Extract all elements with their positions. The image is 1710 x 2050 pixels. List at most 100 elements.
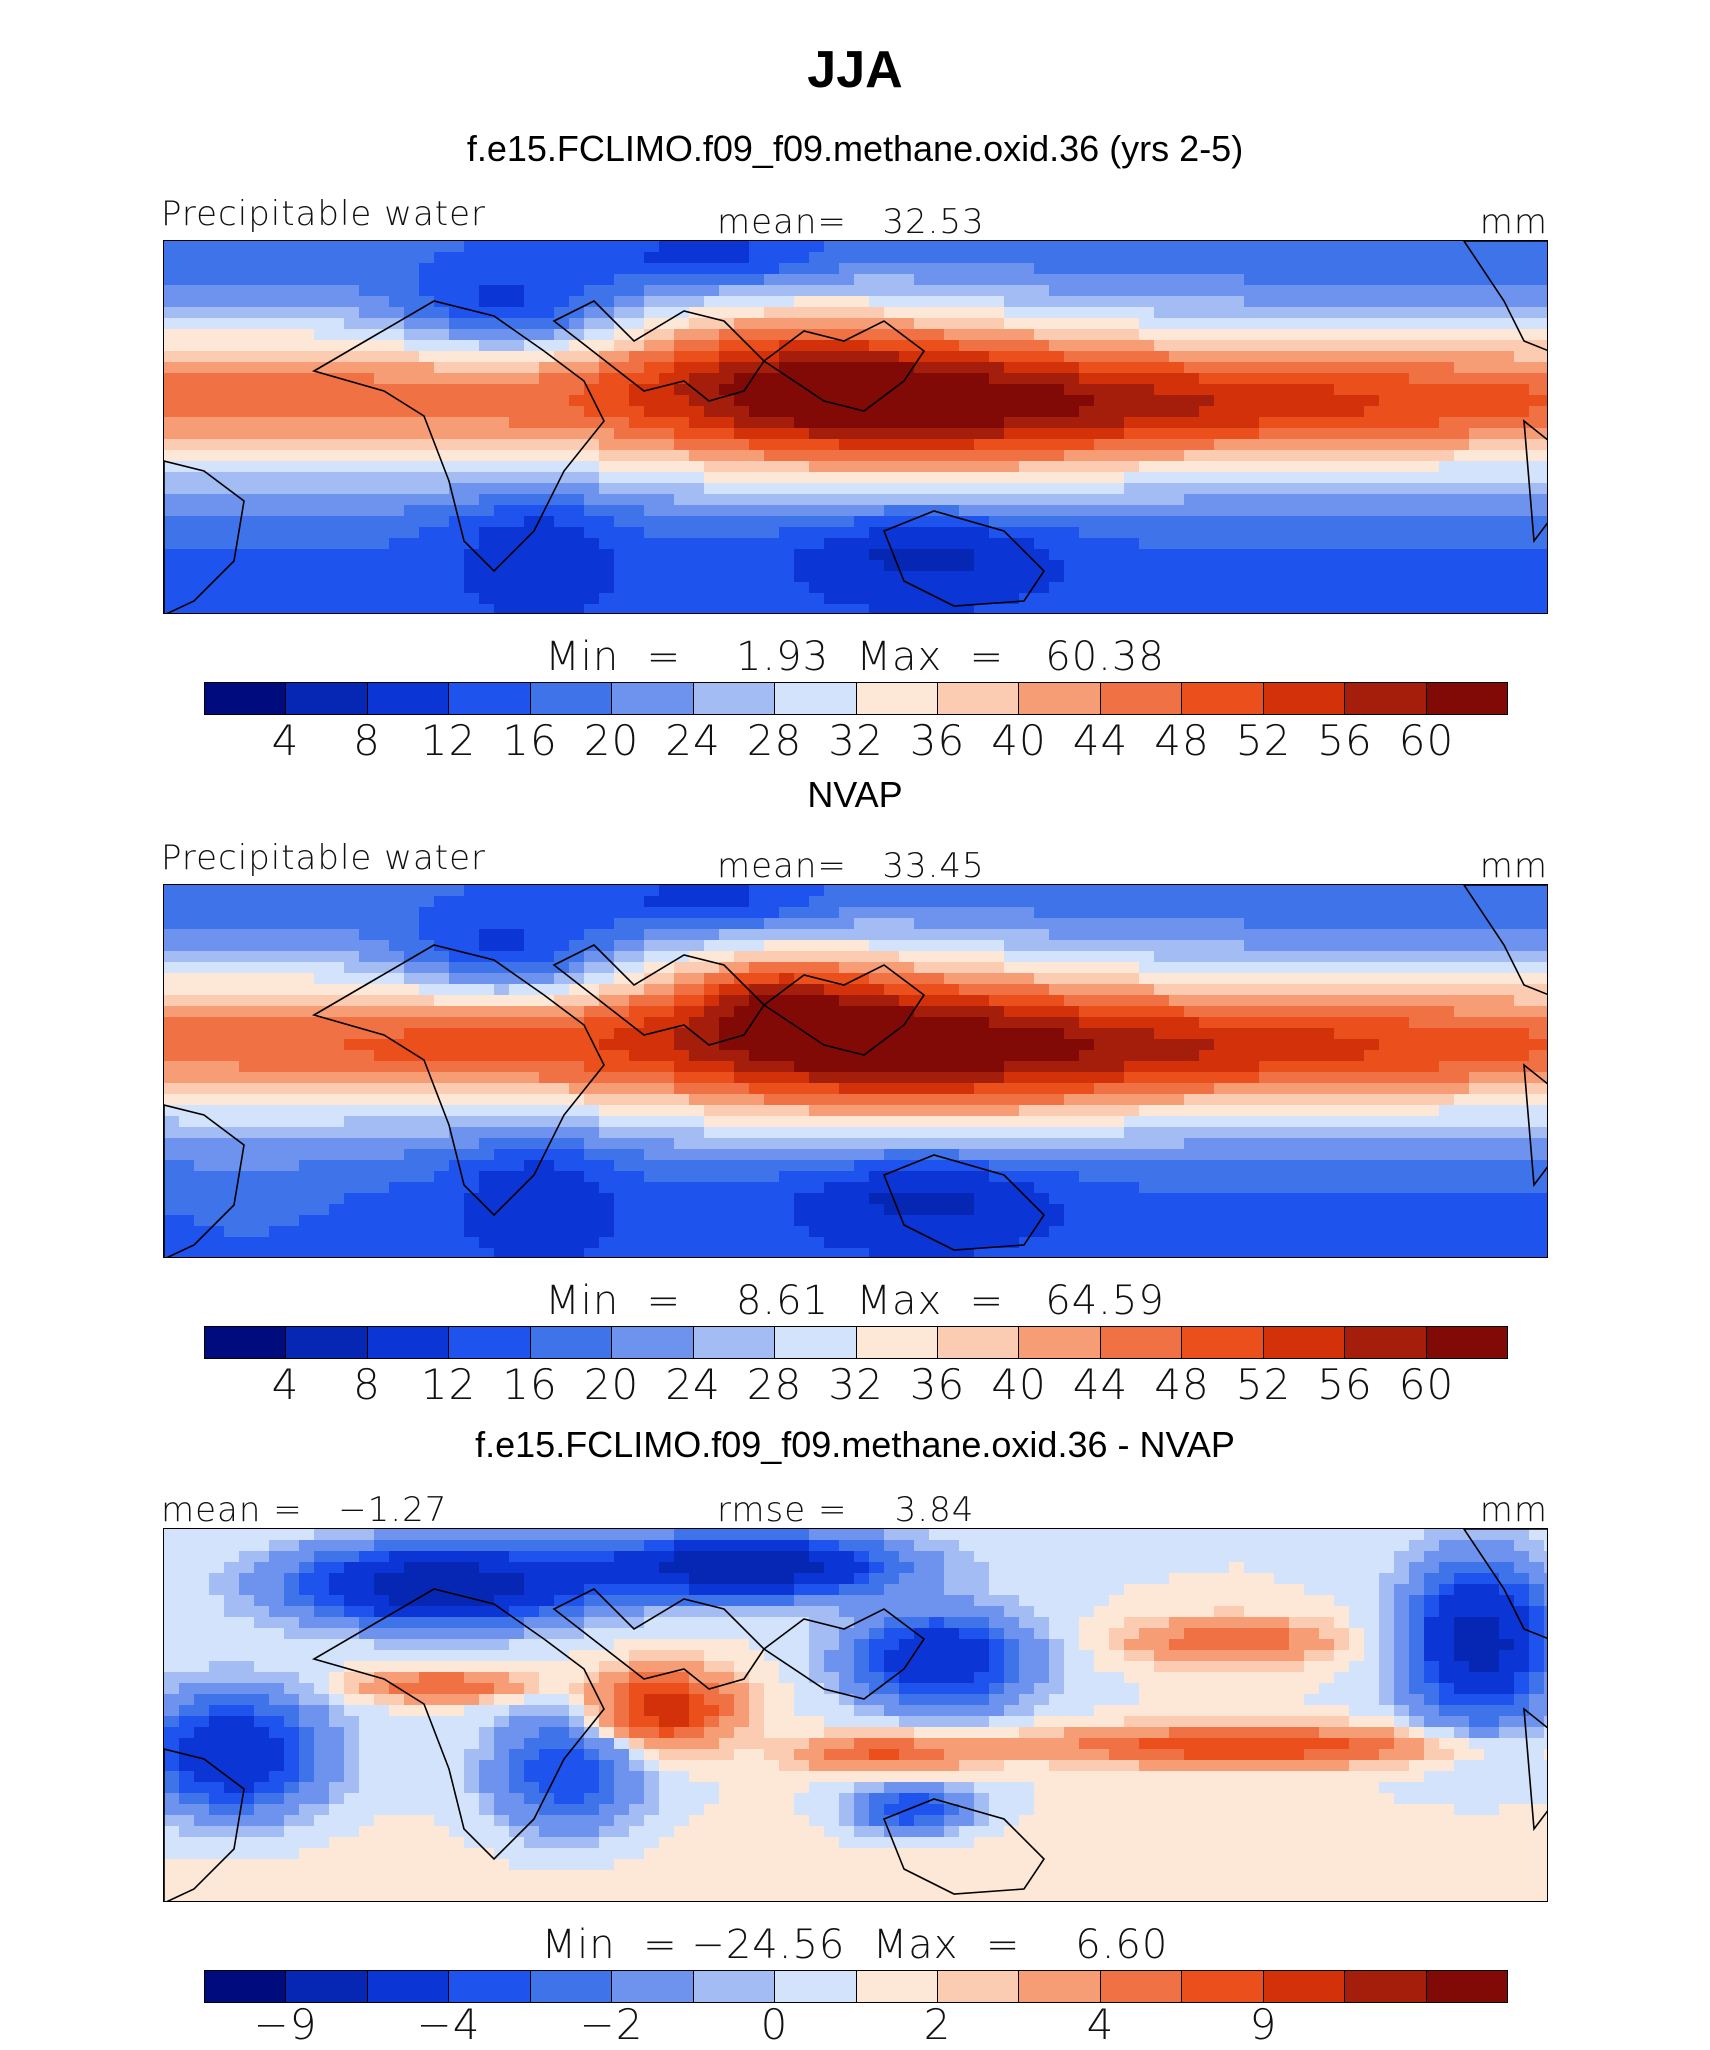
colorbar-box bbox=[449, 683, 531, 714]
colorbar-box bbox=[775, 1971, 857, 2002]
panel-3-map bbox=[163, 1528, 1548, 1902]
figure-title: JJA bbox=[807, 41, 903, 99]
colorbar-box bbox=[1100, 1327, 1183, 1358]
panel-1-contour-field bbox=[164, 241, 1547, 613]
colorbar-box bbox=[693, 683, 776, 714]
colorbar-box bbox=[693, 1327, 776, 1358]
colorbar-box bbox=[530, 1327, 613, 1358]
colorbar-box bbox=[449, 1327, 531, 1358]
panel-1-variable-label: Precipitable water bbox=[161, 194, 487, 234]
panel-2-variable-label: Precipitable water bbox=[161, 838, 487, 878]
panel-3-units-label: mm bbox=[1479, 1490, 1548, 1530]
panel-1-title: f.e15.FCLIMO.f09_f09.methane.oxid.36 (yr… bbox=[466, 128, 1244, 169]
colorbar-tick-label: 32 bbox=[828, 716, 884, 765]
colorbar-box bbox=[937, 1327, 1020, 1358]
colorbar-box bbox=[1100, 683, 1183, 714]
panel-2-mean-label: mean= 33.45 bbox=[717, 846, 985, 886]
colorbar-tick-label: 36 bbox=[909, 716, 966, 765]
colorbar-tick-label: 0 bbox=[760, 2000, 789, 2049]
colorbar-box bbox=[937, 683, 1020, 714]
colorbar-box bbox=[286, 1971, 368, 2002]
panel-2-contour-field bbox=[164, 885, 1547, 1257]
colorbar-tick-label: 16 bbox=[502, 716, 558, 765]
colorbar-box bbox=[1019, 683, 1101, 714]
colorbar-tick-label: 52 bbox=[1235, 716, 1292, 765]
panel-2-title: NVAP bbox=[807, 774, 903, 815]
colorbar-tick-label: 28 bbox=[746, 1360, 803, 1409]
panel-1-colorbar-labels: 4 8 12 16 20 24 28 32 36 40 44 48 52 56 60 bbox=[0, 716, 1710, 766]
colorbar-tick-label: 28 bbox=[746, 716, 803, 765]
colorbar-tick-label: 40 bbox=[991, 716, 1047, 765]
colorbar-box bbox=[1019, 1327, 1101, 1358]
colorbar-tick-label: 60 bbox=[1398, 1360, 1455, 1409]
colorbar-box bbox=[205, 1327, 287, 1358]
colorbar-box bbox=[1345, 1971, 1427, 2002]
colorbar-tick-label: 12 bbox=[420, 1360, 477, 1409]
colorbar-box bbox=[1426, 1971, 1507, 2002]
colorbar-tick-label: 48 bbox=[1154, 716, 1210, 765]
colorbar-box bbox=[367, 1971, 450, 2002]
colorbar-box bbox=[286, 683, 368, 714]
colorbar-tick-label: 4 bbox=[271, 716, 300, 765]
colorbar-tick-label: 9 bbox=[1249, 2000, 1278, 2049]
colorbar-box bbox=[205, 1971, 287, 2002]
colorbar-box bbox=[205, 683, 287, 714]
colorbar-box bbox=[856, 1327, 938, 1358]
panel-3-mean-label: mean = −1.27 bbox=[161, 1490, 448, 1530]
colorbar-box bbox=[1182, 1971, 1264, 2002]
colorbar-tick-label: 40 bbox=[991, 1360, 1047, 1409]
colorbar-tick-label: 8 bbox=[353, 716, 381, 765]
colorbar-box bbox=[367, 683, 450, 714]
panel-1-minmax: Min = 1.93 Max = 60.38 bbox=[545, 634, 1165, 680]
colorbar-tick-label: 20 bbox=[583, 716, 640, 765]
colorbar-box bbox=[1182, 1327, 1264, 1358]
colorbar-box bbox=[367, 1327, 450, 1358]
colorbar-box bbox=[1263, 1971, 1346, 2002]
colorbar-box bbox=[1345, 683, 1427, 714]
colorbar-tick-label: 52 bbox=[1235, 1360, 1292, 1409]
colorbar-tick-label: 24 bbox=[665, 716, 721, 765]
colorbar-box bbox=[693, 1971, 776, 2002]
colorbar-tick-label: 20 bbox=[583, 1360, 640, 1409]
colorbar-tick-label: 12 bbox=[420, 716, 477, 765]
panel-2-units-label: mm bbox=[1479, 846, 1548, 886]
colorbar-tick-label: 44 bbox=[1072, 716, 1129, 765]
colorbar-tick-label: 36 bbox=[909, 1360, 966, 1409]
colorbar-tick-label: 60 bbox=[1398, 716, 1455, 765]
colorbar-box bbox=[937, 1971, 1020, 2002]
colorbar-tick-label: −9 bbox=[253, 2000, 318, 2049]
colorbar-box bbox=[530, 1971, 613, 2002]
panel-3-title: f.e15.FCLIMO.f09_f09.methane.oxid.36 - N… bbox=[475, 1424, 1235, 1465]
colorbar-tick-label: 44 bbox=[1072, 1360, 1129, 1409]
colorbar-tick-label: 56 bbox=[1317, 716, 1373, 765]
colorbar-tick-label: −4 bbox=[416, 2000, 481, 2049]
colorbar-box bbox=[1426, 683, 1507, 714]
colorbar-tick-label: 32 bbox=[828, 1360, 884, 1409]
panel-2-colorbar-labels: 4 8 12 16 20 24 28 32 36 40 44 48 52 56 60 bbox=[0, 1360, 1710, 1410]
colorbar-box bbox=[775, 1327, 857, 1358]
panel-3-colorbar-labels: −9 −4 −2 0 2 4 9 bbox=[0, 2000, 1710, 2050]
colorbar-box bbox=[775, 683, 857, 714]
colorbar-box bbox=[530, 683, 613, 714]
colorbar-tick-label: 4 bbox=[1086, 2000, 1115, 2049]
colorbar-box bbox=[856, 1971, 938, 2002]
colorbar-tick-label: 8 bbox=[353, 1360, 381, 1409]
colorbar-box bbox=[1263, 683, 1346, 714]
colorbar-box bbox=[612, 1971, 694, 2002]
colorbar-box bbox=[1426, 1327, 1507, 1358]
panel-2-minmax: Min = 8.61 Max = 64.59 bbox=[545, 1278, 1165, 1324]
panel-1-colorbar bbox=[204, 682, 1508, 715]
colorbar-tick-label: 16 bbox=[502, 1360, 558, 1409]
colorbar-box bbox=[1019, 1971, 1101, 2002]
colorbar-box bbox=[612, 683, 694, 714]
colorbar-box bbox=[1100, 1971, 1183, 2002]
colorbar-box bbox=[449, 1971, 531, 2002]
panel-3-contour-field bbox=[164, 1529, 1547, 1901]
colorbar-tick-label: 4 bbox=[271, 1360, 300, 1409]
colorbar-tick-label: 56 bbox=[1317, 1360, 1373, 1409]
colorbar-box bbox=[612, 1327, 694, 1358]
colorbar-box bbox=[1182, 683, 1264, 714]
colorbar-box bbox=[286, 1327, 368, 1358]
colorbar-box bbox=[1345, 1327, 1427, 1358]
colorbar-tick-label: 48 bbox=[1154, 1360, 1210, 1409]
